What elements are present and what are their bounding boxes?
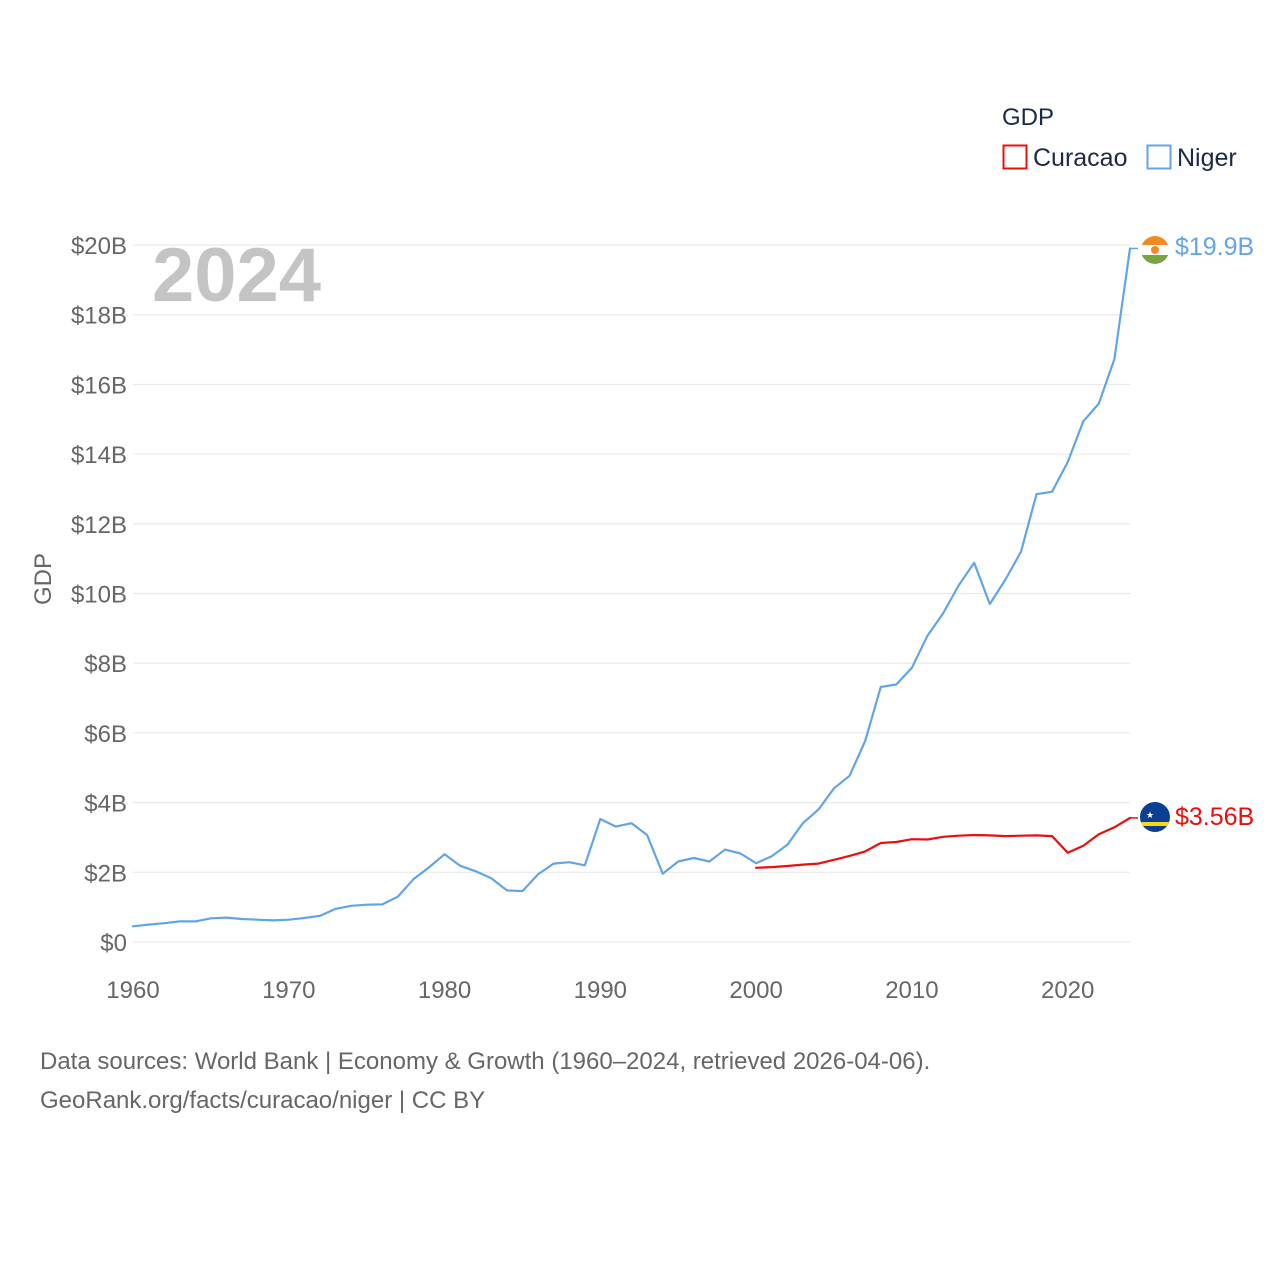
niger-end-label: $19.9B	[1175, 233, 1254, 261]
svg-text:★: ★	[1146, 811, 1154, 821]
grid-lines	[133, 244, 1130, 943]
curacao-end-label: $3.56B	[1175, 803, 1254, 831]
legend-label-curacao[interactable]: Curacao	[1033, 144, 1128, 172]
curacao-flag-icon: ★	[1140, 802, 1170, 832]
y-axis-title: GDP	[30, 553, 57, 605]
y-tick-label: $2B	[84, 860, 127, 887]
y-tick-label: $10B	[71, 582, 127, 609]
y-tick-label: $8B	[84, 651, 127, 678]
y-tick-label: $20B	[71, 233, 127, 260]
y-tick-label: $4B	[84, 791, 127, 818]
data-source-footer: Data sources: World Bank | Economy & Gro…	[40, 1042, 1240, 1120]
series-line-niger[interactable]	[131, 247, 1132, 928]
legend-swatch-curacao[interactable]	[1002, 144, 1028, 170]
x-tick-label: 1990	[574, 977, 627, 1004]
footer-attribution-link[interactable]: GeoRank.org/facts/curacao/niger | CC BY	[40, 1087, 486, 1114]
x-tick-label: 2000	[729, 977, 782, 1004]
y-tick-label: $14B	[71, 442, 127, 469]
legend-label-niger[interactable]: Niger	[1177, 144, 1237, 172]
x-tick-label: 2020	[1041, 977, 1094, 1004]
year-label: 2024	[152, 233, 321, 318]
series-line-curacao[interactable]	[754, 816, 1132, 869]
x-tick-label: 2010	[885, 977, 938, 1004]
x-tick-label: 1960	[106, 977, 159, 1004]
x-tick-label: 1970	[262, 977, 315, 1004]
y-axis-ticks: $0 $2B $4B $6B $8B $10B $12B $14B $16B $18B $20B	[71, 233, 127, 957]
x-tick-label: 1980	[418, 977, 471, 1004]
y-tick-label: $18B	[71, 303, 127, 330]
series-lines	[131, 247, 1138, 928]
niger-flag-icon	[1141, 236, 1169, 264]
gdp-line-chart: $0 $2B $4B $6B $8B $10B $12B $14B $16B $18B $20B 1…	[30, 104, 1254, 1004]
x-axis-ticks: 1960 1970 1980 1990 2000 2010 2020	[106, 977, 1094, 1004]
y-tick-label: $16B	[71, 372, 127, 399]
y-tick-label: $6B	[84, 721, 127, 748]
legend: GDP Curacao Niger	[1002, 104, 1237, 172]
footer-sources: Data sources: World Bank | Economy & Gro…	[40, 1048, 931, 1075]
y-tick-label: $12B	[71, 512, 127, 539]
legend-swatch-niger[interactable]	[1146, 144, 1172, 170]
legend-title: GDP	[1002, 104, 1054, 131]
y-tick-label: $0	[100, 930, 127, 957]
